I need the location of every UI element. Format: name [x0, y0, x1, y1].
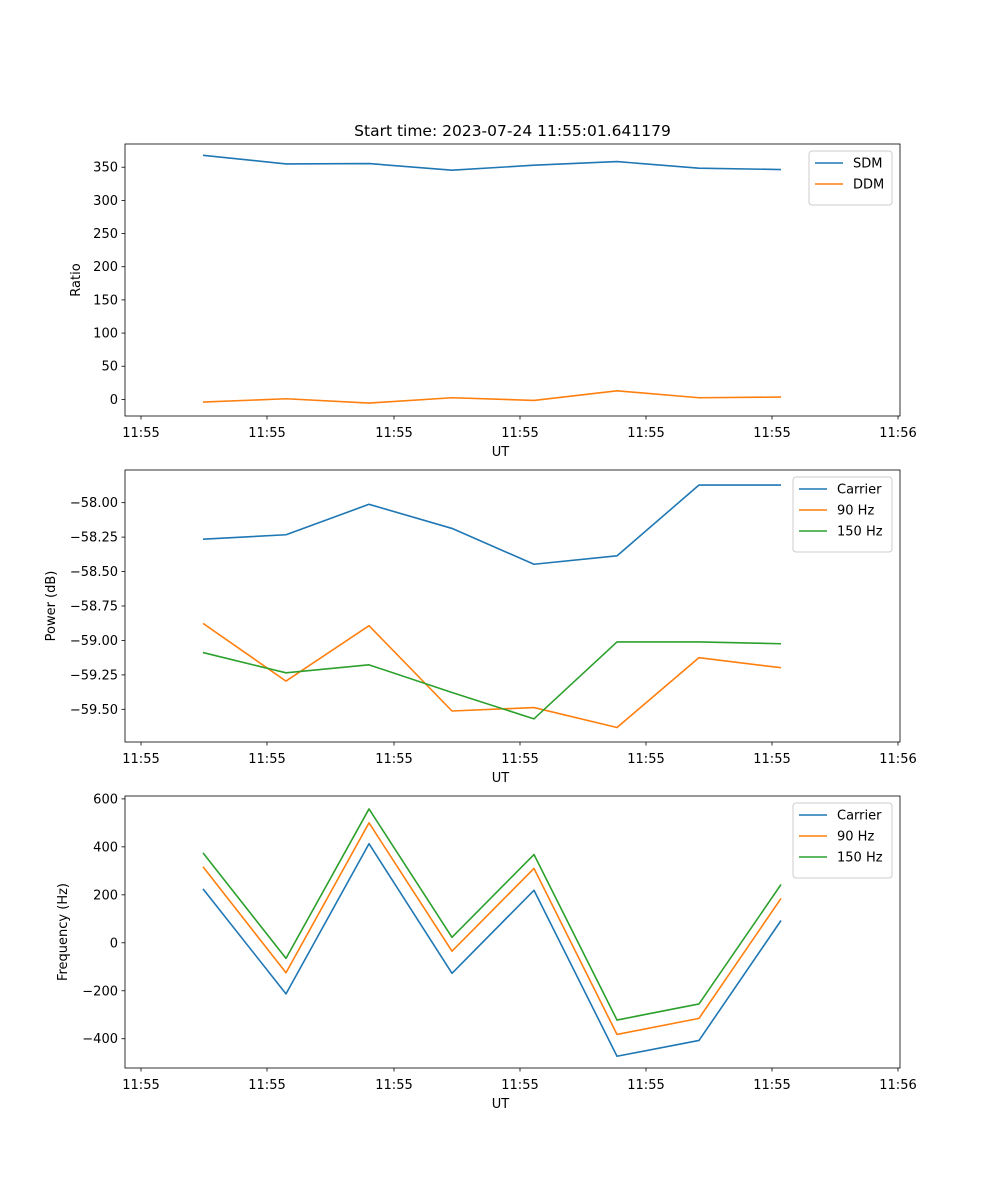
axes-frame: [124, 795, 901, 1069]
y-tick-label: 200: [93, 888, 118, 903]
x-tick-label: 11:56: [879, 1078, 916, 1093]
series-line-carrier: [202, 842, 782, 1058]
x-tick-label: 11:55: [753, 752, 790, 767]
x-tick-label: 11:56: [879, 752, 916, 767]
x-tick-label: 11:55: [501, 1078, 538, 1093]
axes-frame: [124, 469, 901, 743]
chart-panel-3: −400 −200 0 200 400 600 11:55 11:55 11:55 11:55 11…: [56, 792, 917, 1112]
y-tick-label: −400: [82, 1032, 118, 1047]
x-axis-label: UT: [492, 445, 510, 460]
y-tick-label: −58.50: [70, 565, 118, 580]
series-line-150-hz: [202, 808, 782, 1021]
legend: SDM DDM: [808, 150, 893, 206]
series-line-90-hz: [202, 822, 782, 1036]
x-tick-label: 11:56: [879, 426, 916, 441]
y-tick-label: 600: [93, 792, 118, 807]
legend-label: Carrier: [837, 809, 882, 824]
y-tick-label: 50: [101, 360, 118, 375]
y-tick-label: −58.75: [70, 600, 118, 615]
x-tick-label: 11:55: [248, 752, 285, 767]
y-tick-label: 150: [93, 293, 118, 308]
y-tick-label: 0: [110, 936, 118, 951]
y-tick-label: 300: [93, 194, 118, 209]
x-tick-label: 11:55: [375, 1078, 412, 1093]
y-axis-label: Power (dB): [44, 571, 59, 642]
chart-title: Start time: 2023-07-24 11:55:01.641179: [354, 122, 671, 140]
y-tick-label: 0: [110, 393, 118, 408]
y-axis-label: Ratio: [69, 263, 84, 296]
y-tick-label: 400: [93, 840, 118, 855]
y-tick-label: 200: [93, 260, 118, 275]
series-line-carrier: [202, 484, 781, 566]
legend-label: SDM: [853, 157, 882, 172]
y-tick-label: −59.00: [70, 634, 118, 649]
x-tick-label: 11:55: [122, 1078, 159, 1093]
series-line-150-hz: [202, 641, 782, 720]
legend-label: Carrier: [837, 483, 882, 498]
x-axis-label: UT: [492, 1097, 510, 1112]
x-tick-label: 11:55: [501, 752, 538, 767]
legend-label: 90 Hz: [837, 504, 874, 519]
legend-label: 90 Hz: [837, 830, 874, 845]
y-tick-label: 350: [93, 161, 118, 176]
y-tick-label: 100: [93, 327, 118, 342]
legend-box: [792, 476, 893, 553]
charts: Start time: 2023-07-24 11:55:01.641179 0 5…: [44, 122, 917, 1112]
x-tick-label: 11:55: [627, 426, 664, 441]
x-tick-label: 11:55: [122, 426, 159, 441]
x-axis-label: UT: [492, 771, 510, 786]
y-tick-label: 250: [93, 227, 118, 242]
legend: Carrier 90 Hz 150 Hz: [792, 476, 893, 553]
y-tick-label: −200: [82, 984, 118, 999]
legend-label: DDM: [853, 178, 884, 193]
axes-frame: [124, 143, 901, 417]
chart-panel-1: Start time: 2023-07-24 11:55:01.641179 0 5…: [69, 122, 917, 460]
y-tick-label: −59.25: [70, 668, 118, 683]
series-line-ddm: [202, 389, 782, 404]
x-tick-label: 11:55: [375, 752, 412, 767]
x-tick-label: 11:55: [248, 1078, 285, 1093]
legend-label: 150 Hz: [837, 525, 883, 540]
legend-box: [792, 802, 893, 879]
x-tick-label: 11:55: [248, 426, 285, 441]
x-tick-label: 11:55: [753, 426, 790, 441]
x-tick-label: 11:55: [501, 426, 538, 441]
y-axis-label: Frequency (Hz): [56, 883, 71, 981]
x-tick-label: 11:55: [122, 752, 159, 767]
legend-label: 150 Hz: [837, 851, 883, 866]
y-tick-label: −58.25: [70, 531, 118, 546]
x-tick-label: 11:55: [627, 752, 664, 767]
y-tick-label: −59.50: [70, 703, 118, 718]
series-line-sdm: [202, 154, 782, 171]
x-tick-label: 11:55: [627, 1078, 664, 1093]
y-tick-label: −58.00: [70, 496, 118, 511]
x-tick-label: 11:55: [753, 1078, 790, 1093]
legend: Carrier 90 Hz 150 Hz: [792, 802, 893, 879]
x-tick-label: 11:55: [375, 426, 412, 441]
chart-panel-2: −59.50 −59.25 −59.00 −58.75 −58.50 −58.25 −58.…: [44, 469, 917, 786]
legend-box: [808, 150, 893, 206]
